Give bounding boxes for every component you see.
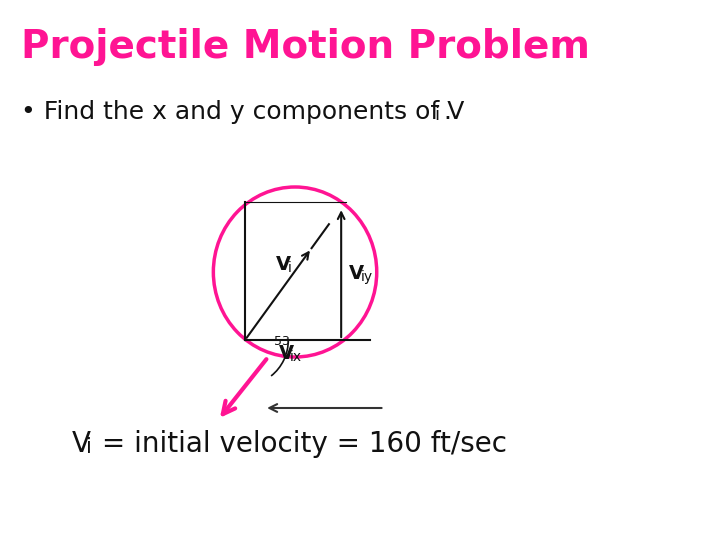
Text: 53: 53 (274, 335, 289, 348)
Text: i: i (287, 261, 291, 275)
Text: Projectile Motion Problem: Projectile Motion Problem (21, 28, 590, 66)
Text: i: i (86, 437, 91, 457)
Text: i: i (434, 106, 439, 124)
Text: V: V (349, 264, 364, 282)
Text: = initial velocity = 160 ft/sec: = initial velocity = 160 ft/sec (93, 430, 507, 458)
Text: • Find the x and y components of V: • Find the x and y components of V (21, 100, 464, 124)
Text: ix: ix (290, 350, 302, 364)
Text: V: V (279, 344, 294, 363)
Text: V: V (72, 430, 91, 458)
Text: iy: iy (361, 269, 372, 284)
Text: V: V (276, 255, 291, 274)
Text: .: . (443, 100, 451, 124)
